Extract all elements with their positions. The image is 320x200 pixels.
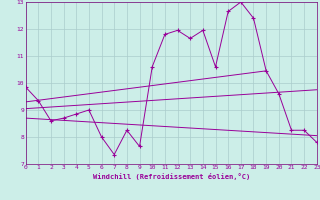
X-axis label: Windchill (Refroidissement éolien,°C): Windchill (Refroidissement éolien,°C)	[92, 173, 250, 180]
